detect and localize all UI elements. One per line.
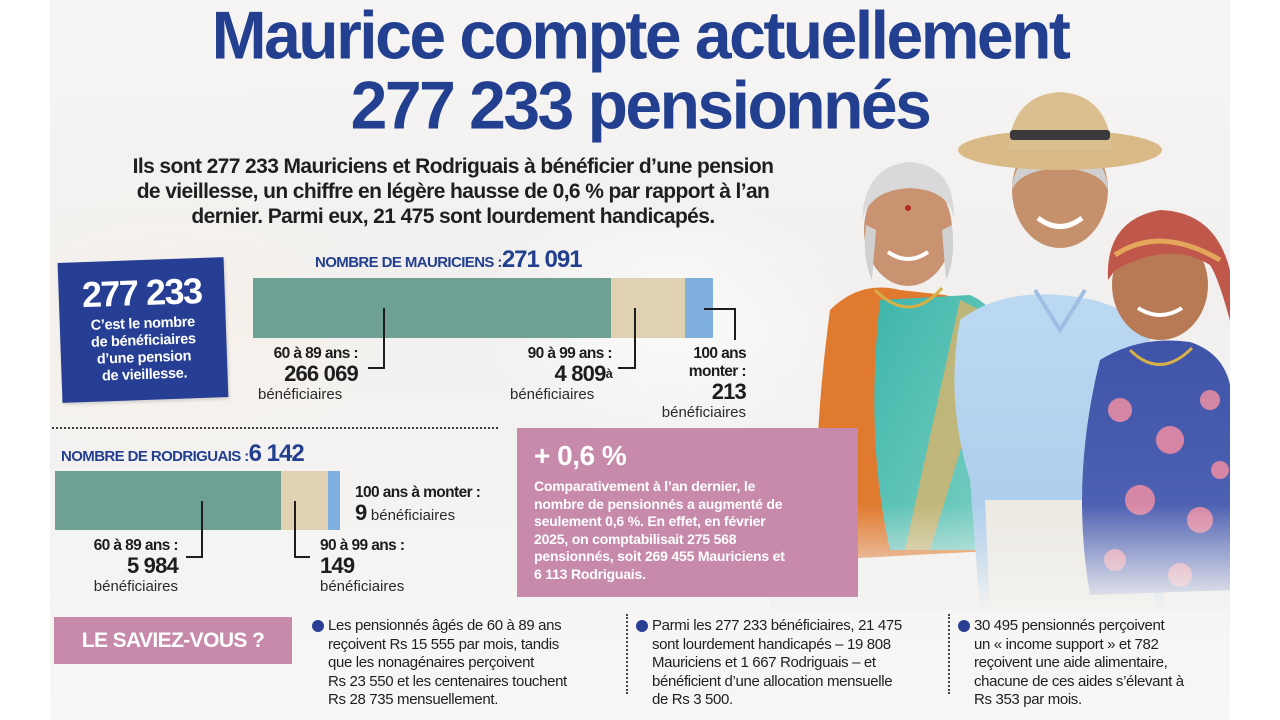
beneficiary-count: 149 (320, 553, 355, 578)
connector-line (368, 367, 385, 369)
fact-item-disability: Parmi les 277 233 bénéficiaires, 21 475 … (636, 617, 946, 710)
mauritius-label-60-89: 60 à 89 ans : 266 069 bénéficiaires (258, 345, 359, 404)
mauritius-label-100-plus: 100 ans monter : 213 bénéficiaires (646, 345, 747, 422)
stray-suffix: à (605, 366, 613, 381)
body-line: seulement 0,6 %. En effet, en février (534, 513, 766, 529)
beneficiary-count: 266 069 (284, 361, 359, 386)
rodrigues-label-100-plus: 100 ans à monter : 9 bénéficiaires (355, 484, 481, 527)
unit-label: bénéficiaires (93, 578, 178, 595)
total-number: 277 233 (81, 269, 203, 316)
bullet-icon (636, 620, 648, 632)
unit-label: bénéficiaires (370, 507, 456, 524)
fact-item-income-support: 30 495 pensionnés perçoivent un « income… (958, 617, 1228, 710)
connector-line (186, 556, 203, 558)
rodrigues-label-90-99: 90 à 99 ans : 149 bénéficiaires (320, 537, 405, 596)
mauritius-heading: NOMBRE DE MAURICIENS :271 091 (315, 246, 583, 274)
age-range: monter : (688, 363, 747, 380)
section-divider (52, 427, 498, 429)
fact-line: Rs 28 735 mensuellement. (328, 691, 499, 708)
count-value: 4 809 (554, 361, 607, 386)
beneficiary-count: 5 984 (126, 553, 179, 578)
beneficiary-count: 4 809à (510, 361, 613, 386)
connector-line (294, 501, 296, 558)
unit-label: bénéficiaires (510, 386, 595, 403)
bar-segment-60-89 (55, 471, 281, 530)
total-beneficiaries-callout: 277 233 C’est le nombre de bénéficiaires… (57, 257, 229, 403)
fact-line: un « income support » et 782 (974, 635, 1159, 653)
fact-line: que les nonagénaires perçoivent (328, 654, 534, 671)
mauritius-total: 271 091 (501, 246, 583, 273)
did-you-know-label: LE SAVIEZ-VOUS ? (54, 617, 292, 664)
fact-item-allowances: Les pensionnés âgés de 60 à 89 ans reçoi… (312, 617, 612, 710)
age-range: 90 à 99 ans : (320, 537, 405, 554)
fact-line: chacune de ces aides s’élevant à (974, 672, 1184, 690)
body-line: Comparativement à l’an dernier, le (534, 478, 756, 494)
bullet-icon (958, 620, 970, 632)
bar-segment-60-89 (253, 278, 611, 338)
connector-line (294, 556, 310, 558)
fact-line: 30 495 pensionnés perçoivent (974, 617, 1165, 634)
fact-line: Rs 353 par mois. (974, 691, 1082, 708)
fact-line: reçoivent une aide alimentaire, (974, 654, 1168, 671)
age-range: 100 ans (693, 345, 746, 362)
fact-line: sont lourdement handicapés – 19 808 (652, 635, 891, 653)
connector-line (383, 308, 385, 369)
lead-paragraph: Ils sont 277 233 Mauriciens et Rodriguai… (50, 154, 856, 229)
fact-line: Parmi les 277 233 bénéficiaires, 21 475 (652, 617, 902, 634)
bar-segment-100-plus (328, 471, 340, 530)
fact-line: de Rs 3 500. (652, 691, 733, 708)
fact-line: bénéficient d’une allocation mensuelle (652, 672, 893, 690)
connector-line (704, 308, 736, 310)
body-line: nombre de pensionnés a augmenté de (534, 495, 783, 512)
bar-segment-90-99 (281, 471, 328, 530)
total-caption: C’est le nombre de bénéficiaires d’une p… (60, 313, 228, 387)
connector-line (734, 308, 736, 340)
connector-line (634, 308, 636, 369)
connector-line (201, 501, 203, 558)
rodrigues-heading: NOMBRE DE RODRIGUAIS :6 142 (61, 440, 305, 468)
age-range: 90 à 99 ans : (527, 345, 613, 362)
unit-label: bénéficiaires (661, 404, 746, 421)
bullet-icon (312, 620, 324, 632)
mauritius-label-90-99: 90 à 99 ans : 4 809à bénéficiaires (510, 345, 613, 404)
beneficiary-count: 213 (711, 379, 747, 404)
rodrigues-label: NOMBRE DE RODRIGUAIS : (61, 448, 249, 465)
growth-description: Comparativement à l’an dernier, le nombr… (534, 478, 842, 583)
fact-line: Les pensionnés âgés de 60 à 89 ans (328, 617, 562, 634)
lead-line-2: de vieillesse, un chiffre en légère haus… (136, 180, 770, 203)
rodrigues-stacked-bar (55, 471, 340, 530)
lead-line-1: Ils sont 277 233 Mauriciens et Rodriguai… (132, 155, 774, 178)
seniors-photo (770, 80, 1230, 610)
lead-line-3: dernier. Parmi eux, 21 475 sont lourdeme… (191, 205, 715, 228)
fact-divider (626, 614, 628, 694)
bar-segment-90-99 (611, 278, 685, 338)
beneficiary-count: 9 (355, 500, 367, 525)
age-range: 100 ans à monter : (355, 484, 481, 501)
unit-label: bénéficiaires (258, 386, 343, 403)
fact-line: Mauriciens et 1 667 Rodriguais – et (652, 654, 876, 671)
fact-line: Rs 23 550 et les centenaires touchent (328, 672, 567, 690)
rodrigues-total: 6 142 (248, 440, 305, 467)
age-range: 60 à 89 ans : (93, 537, 179, 554)
mauritius-stacked-bar (253, 278, 713, 338)
mauritius-label: NOMBRE DE MAURICIENS : (315, 254, 502, 271)
body-line: 2025, on comptabilisait 275 568 (534, 530, 737, 547)
growth-percentage: + 0,6 % (534, 440, 627, 471)
age-range: 60 à 89 ans : (273, 345, 359, 362)
fact-line: reçoivent Rs 15 555 par mois, tandis (328, 635, 559, 653)
growth-callout: + 0,6 % Comparativement à l’an dernier, … (517, 428, 858, 597)
count-line: 9 bénéficiaires (355, 502, 480, 527)
unit-label: bénéficiaires (320, 578, 405, 595)
body-line: pensionnés, soit 269 455 Mauriciens et (534, 548, 785, 564)
infographic: Maurice compte actuellement 277 233 pens… (50, 0, 1230, 720)
body-line: 6 113 Rodriguais. (534, 565, 646, 582)
connector-line (618, 367, 636, 369)
rodrigues-label-60-89: 60 à 89 ans : 5 984 bénéficiaires (80, 537, 179, 596)
fact-divider (948, 614, 950, 694)
title-line-1: Maurice compte actuellement (211, 0, 1071, 74)
